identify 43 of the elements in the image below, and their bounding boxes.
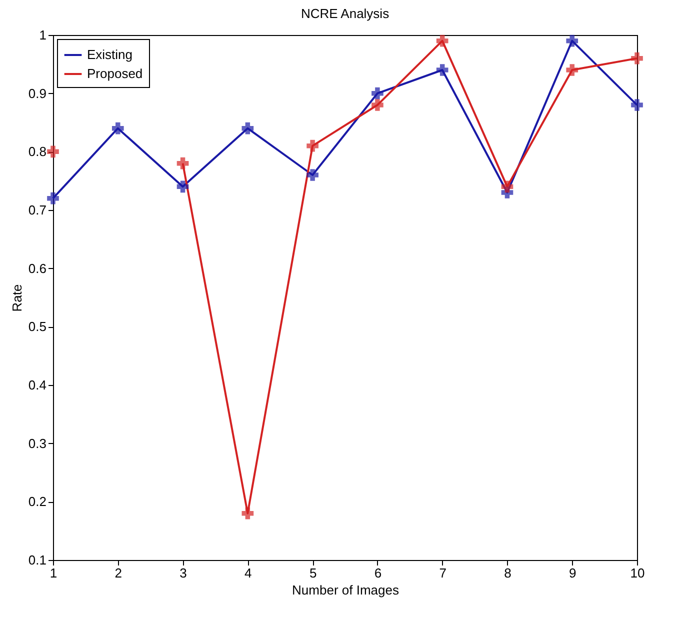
y-tick-label: 1 (39, 28, 46, 42)
point (436, 34, 448, 47)
point (306, 140, 318, 152)
legend-label: Proposed (87, 66, 143, 81)
x-tick-label: 2 (114, 566, 122, 580)
x-axis-title: Number of Images (292, 582, 400, 598)
point (242, 507, 254, 520)
x-tick-label: 1 (50, 566, 58, 580)
point (306, 169, 318, 181)
x-tick-label: 5 (309, 566, 317, 580)
point (566, 34, 578, 47)
point (566, 64, 578, 76)
point (372, 99, 384, 111)
legend-label: Existing (87, 47, 133, 62)
point (242, 122, 254, 134)
y-axis-title: Rate (9, 284, 24, 312)
point (501, 180, 514, 193)
y-tick-label: 0.2 (28, 494, 46, 510)
point (631, 99, 643, 111)
x-tick-label: 9 (568, 566, 576, 580)
x-tick-label: 10 (630, 566, 645, 580)
x-tick-label: 4 (244, 566, 252, 580)
point (47, 192, 59, 204)
point (436, 64, 448, 76)
y-tick-label: 0.9 (28, 86, 46, 101)
point (176, 180, 189, 193)
point (372, 87, 384, 100)
chart-title: NCRE Analysis (300, 6, 390, 21)
y-tick-label: 0.8 (28, 144, 46, 160)
point (47, 146, 59, 158)
point (631, 52, 643, 64)
y-tick-label: 0.1 (28, 552, 46, 568)
x-tick-label: 6 (374, 566, 382, 580)
point (176, 157, 189, 170)
y-tick-label: 0.5 (28, 319, 46, 334)
x-tick-label: 3 (180, 566, 187, 580)
y-tick-label: 0.6 (28, 260, 46, 276)
y-tick-label: 0.7 (28, 202, 46, 218)
x-tick-label: 7 (439, 566, 446, 580)
y-tick-label: 0.4 (28, 378, 46, 392)
x-tick-label: 8 (504, 566, 512, 580)
y-tick-label: 0.3 (28, 436, 46, 451)
point (112, 122, 124, 134)
